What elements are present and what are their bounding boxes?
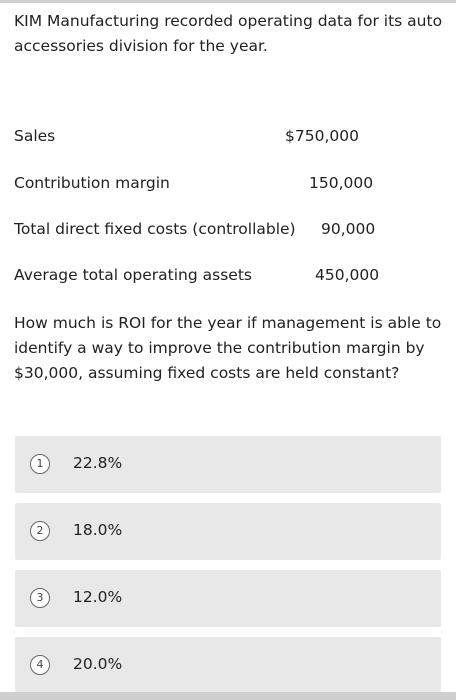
row-label-fixed-costs: Total direct fixed costs (controllable) [14, 220, 296, 238]
option-label: 18.0% [73, 521, 123, 539]
option-label: 12.0% [73, 588, 123, 606]
row-value-fixed-costs: 90,000 [321, 220, 376, 238]
option-number-badge: 3 [30, 588, 50, 608]
option-label: 22.8% [73, 454, 123, 472]
row-value-contribution-margin: 150,000 [309, 174, 374, 192]
answer-option-1[interactable]: 1 22.8% [15, 436, 441, 493]
bottom-divider [0, 692, 456, 700]
option-label: 20.0% [73, 655, 123, 673]
option-number-badge: 1 [30, 454, 50, 474]
row-label-sales: Sales [14, 127, 56, 145]
answer-option-4[interactable]: 4 20.0% [15, 637, 441, 692]
answer-option-3[interactable]: 3 12.0% [15, 570, 441, 627]
row-label-contribution-margin: Contribution margin [14, 174, 170, 192]
row-value-sales: $750,000 [285, 127, 359, 145]
option-number-badge: 4 [30, 655, 50, 675]
question-text: How much is ROI for the year if manageme… [14, 314, 442, 382]
question-intro: KIM Manufacturing recorded operating dat… [14, 12, 443, 55]
top-divider [0, 0, 456, 3]
row-value-operating-assets: 450,000 [315, 266, 380, 284]
option-number-badge: 2 [30, 521, 50, 541]
answer-option-2[interactable]: 2 18.0% [15, 503, 441, 560]
row-label-operating-assets: Average total operating assets [14, 266, 252, 284]
